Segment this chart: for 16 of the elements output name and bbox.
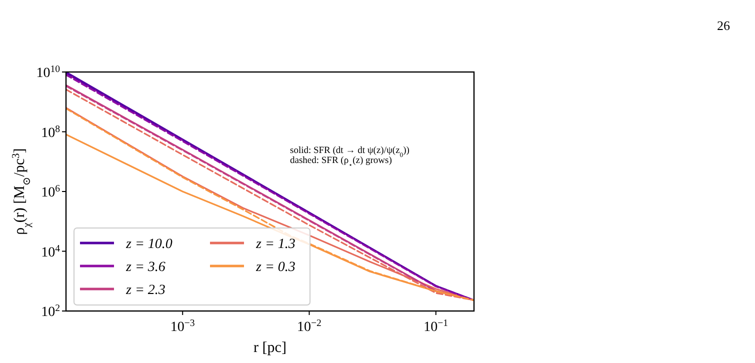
x-tick-label: 10$^{−2}$	[297, 318, 322, 335]
text: 26	[717, 18, 730, 33]
legend-label: z = 1.3	[255, 237, 296, 252]
legend-label: z = 10.0	[125, 237, 172, 252]
legend-label: z = 0.3	[255, 260, 296, 275]
y-tick-label: 10$^{4}$	[41, 242, 60, 260]
y-tick-label: 10$^{2}$	[41, 302, 60, 320]
y-tick-label: 10$^{10}$	[36, 64, 60, 81]
annotation: dashed: SFR (ρ$_{⋆}$(z) grows)	[290, 156, 392, 168]
legend-label: z = 2.3	[125, 283, 166, 298]
x-tick-label: 10$^{−3}$	[170, 318, 195, 335]
x-axis-title: r [pc]	[254, 340, 286, 356]
y-tick-label: 10$^{6}$	[41, 183, 60, 200]
y-tick-label: 10$^{8}$	[41, 123, 60, 141]
x-tick-label: 10$^{−1}$	[424, 318, 448, 335]
legend-label: z = 3.6	[125, 260, 166, 275]
